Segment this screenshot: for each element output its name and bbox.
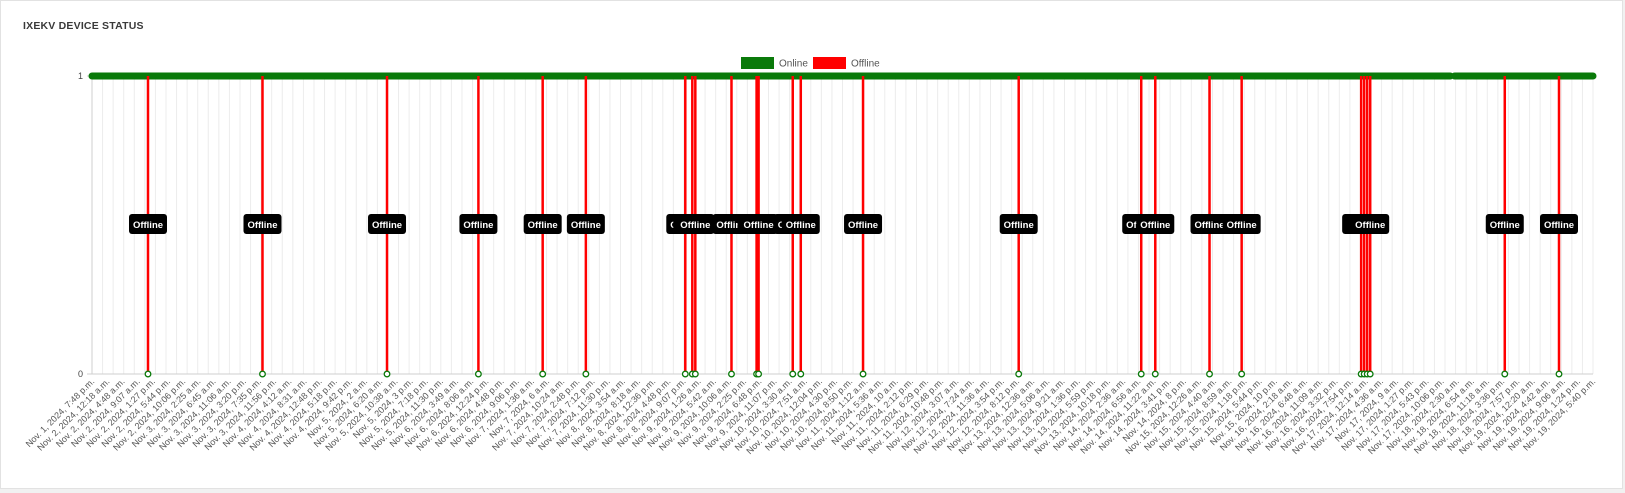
x-axis-ticks: Nov. 1, 2024, 7:48 p.m.Nov. 2, 2024, 12:… <box>24 376 1598 456</box>
offline-datalabel: Offline <box>844 214 883 234</box>
offline-datalabel: Offline <box>781 214 820 234</box>
offline-datalabel-text: Offline <box>786 220 816 231</box>
legend-label-offline: Offline <box>851 59 880 70</box>
offline-datalabel-text: Offline <box>1140 220 1170 231</box>
offline-point <box>1206 370 1213 378</box>
offline-datalabel: Offline <box>1136 214 1175 234</box>
offline-datalabel-box <box>243 214 282 234</box>
page-title: IXEKV DEVICE STATUS <box>23 20 144 32</box>
offline-point <box>681 370 689 378</box>
offline-point <box>259 370 266 378</box>
offline-datalabel-box <box>129 214 167 234</box>
offline-datalabel-text: Offline <box>1544 220 1574 231</box>
offline-datalabel: Offline <box>676 214 715 234</box>
offline-point <box>1238 370 1246 378</box>
offline-point <box>1555 370 1563 378</box>
offline-point <box>582 370 590 378</box>
offline-datalabel: Offline <box>523 214 562 234</box>
offline-datalabel: Offline <box>1222 214 1261 234</box>
offline-datalabel-box <box>676 214 715 234</box>
offline-point <box>728 370 735 378</box>
offline-datalabel: Offline <box>1485 214 1524 234</box>
legend-swatch-offline <box>813 57 846 69</box>
offline-point <box>797 370 805 378</box>
offline-datalabel-box <box>1351 214 1390 234</box>
offline-datalabel-text: Offline <box>1355 220 1385 231</box>
offline-datalabel: Offline <box>739 214 778 234</box>
offline-point <box>1501 370 1509 378</box>
offline-datalabel-box <box>739 214 778 234</box>
offline-datalabel-text: Offline <box>1227 220 1257 231</box>
axis-layer: 01 <box>78 71 1593 379</box>
offline-datalabel: Offline <box>368 214 407 234</box>
offline-datalabel-box <box>1190 214 1229 234</box>
offline-datalabel-text: Offline <box>716 220 746 231</box>
offline-datalabel: Offline <box>459 214 498 234</box>
offline-datalabel-box <box>523 214 562 234</box>
offline-point <box>691 370 699 378</box>
offline-series: Offline Offline Offline Offline Offline Offli… <box>129 76 1578 378</box>
offline-datalabel-text: Offline <box>133 220 163 231</box>
y-tick-label: 1 <box>78 71 83 81</box>
offline-datalabel-text: Offline <box>463 220 493 231</box>
offline-point <box>1151 370 1159 378</box>
legend[interactable]: Online Offline <box>741 57 880 70</box>
offline-datalabel-text: Offline <box>1004 220 1034 231</box>
y-tick-label: 0 <box>78 369 83 379</box>
offline-datalabel-box <box>459 214 498 234</box>
offline-datalabel-text: Offline <box>372 220 402 231</box>
offline-point <box>1137 370 1145 378</box>
offline-datalabel-box <box>566 214 605 234</box>
offline-datalabel: Offline <box>1540 214 1578 234</box>
offline-datalabel: Offline <box>129 214 167 234</box>
offline-datalabel-box <box>1136 214 1175 234</box>
offline-datalabel-box <box>1485 214 1524 234</box>
offline-datalabel-text: Offline <box>680 220 710 231</box>
offline-point <box>1015 370 1023 378</box>
offline-datalabel-text: Offline <box>528 220 558 231</box>
offline-point <box>789 370 797 378</box>
offline-datalabel: Offline <box>1190 214 1229 234</box>
offline-datalabel-box <box>1222 214 1261 234</box>
offline-datalabel-text: Offline <box>1490 220 1520 231</box>
offline-point <box>383 370 391 378</box>
offline-datalabel: Offline <box>999 214 1038 234</box>
offline-point <box>1366 370 1374 378</box>
offline-point <box>539 370 547 378</box>
offline-datalabel: Offline <box>566 214 605 234</box>
offline-datalabel-text: Offline <box>247 220 277 231</box>
offline-datalabel-box <box>781 214 820 234</box>
offline-datalabel-text: Offline <box>1194 220 1224 231</box>
offline-point <box>755 370 763 378</box>
offline-datalabel-box <box>1540 214 1578 234</box>
offline-datalabel-text: Offline <box>848 220 878 231</box>
offline-datalabel-box <box>844 214 883 234</box>
legend-label-online: Online <box>779 59 808 70</box>
offline-point <box>144 370 152 378</box>
offline-point <box>474 370 482 378</box>
offline-datalabel: Offline <box>243 214 282 234</box>
offline-datalabel-text: Offline <box>571 220 601 231</box>
legend-swatch-online <box>741 57 774 69</box>
offline-point <box>859 370 867 378</box>
offline-datalabel-box <box>368 214 407 234</box>
offline-datalabel-text: Offline <box>744 220 774 231</box>
offline-datalabel-box <box>999 214 1038 234</box>
offline-datalabel: Offline <box>1351 214 1390 234</box>
